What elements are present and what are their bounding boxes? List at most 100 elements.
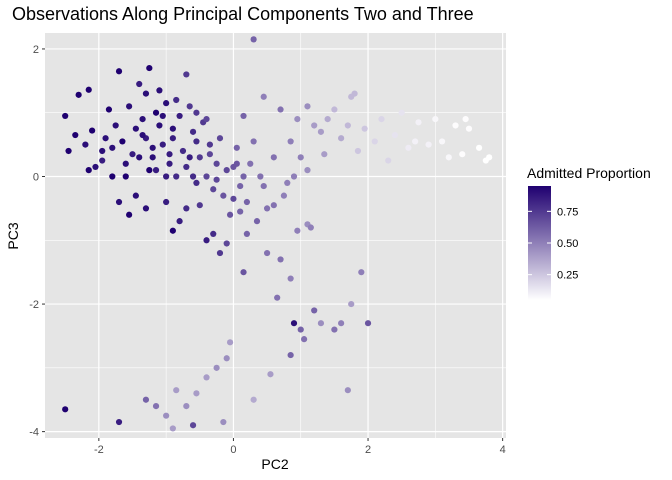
data-point bbox=[166, 151, 173, 158]
data-point bbox=[311, 122, 318, 129]
x-axis: -2 0 2 4 bbox=[94, 438, 506, 456]
data-point bbox=[445, 154, 452, 161]
data-point bbox=[163, 198, 170, 206]
data-point bbox=[166, 160, 173, 167]
data-point bbox=[354, 147, 362, 155]
data-point bbox=[257, 173, 264, 180]
data-point bbox=[196, 154, 203, 161]
data-point bbox=[176, 218, 183, 225]
data-point bbox=[223, 355, 230, 362]
data-point bbox=[270, 202, 277, 209]
data-point bbox=[163, 100, 170, 107]
data-point bbox=[297, 326, 304, 333]
data-point bbox=[112, 122, 119, 129]
legend-tick-label: 0.25 bbox=[557, 270, 578, 282]
data-point bbox=[240, 112, 247, 120]
data-point bbox=[338, 320, 345, 327]
data-point bbox=[99, 147, 106, 155]
x-tick-label: -2 bbox=[94, 444, 104, 456]
data-point bbox=[206, 141, 213, 148]
data-point bbox=[240, 173, 247, 180]
data-point bbox=[99, 157, 106, 164]
data-point bbox=[311, 307, 318, 314]
data-point bbox=[213, 160, 220, 167]
data-point bbox=[415, 119, 422, 126]
data-point bbox=[465, 125, 473, 132]
data-point bbox=[294, 116, 301, 123]
legend-tick-label: 0.75 bbox=[557, 206, 578, 218]
legend-ticks: 0.25 0.50 0.75 bbox=[528, 206, 578, 282]
data-point bbox=[247, 160, 254, 167]
data-point bbox=[290, 320, 298, 327]
x-tick-label: 0 bbox=[230, 444, 236, 456]
data-point bbox=[189, 173, 197, 180]
data-point bbox=[65, 147, 72, 155]
data-point bbox=[189, 128, 197, 135]
data-point bbox=[126, 103, 133, 110]
data-point bbox=[173, 96, 180, 104]
data-point bbox=[115, 418, 123, 426]
data-point bbox=[432, 116, 439, 123]
data-point bbox=[149, 144, 156, 151]
data-point bbox=[102, 135, 109, 142]
data-point bbox=[152, 403, 160, 410]
x-tick-label: 4 bbox=[500, 444, 506, 456]
data-point bbox=[398, 109, 405, 116]
data-point bbox=[193, 138, 200, 145]
data-point bbox=[331, 326, 338, 333]
legend-title: Admitted Proportion bbox=[527, 165, 651, 181]
data-point bbox=[280, 192, 288, 199]
data-point bbox=[146, 64, 153, 72]
data-point bbox=[230, 195, 237, 202]
data-point bbox=[344, 387, 351, 394]
data-point bbox=[146, 167, 153, 174]
data-point bbox=[139, 131, 146, 139]
data-point bbox=[122, 160, 129, 167]
data-point bbox=[163, 412, 170, 419]
data-point bbox=[156, 122, 163, 129]
data-point bbox=[115, 68, 123, 75]
data-point bbox=[270, 154, 277, 161]
data-point bbox=[486, 154, 493, 161]
legend-colorbar bbox=[528, 186, 551, 300]
data-point bbox=[233, 160, 240, 167]
data-point bbox=[142, 396, 150, 403]
data-point bbox=[183, 71, 190, 78]
data-point bbox=[385, 157, 392, 164]
data-point bbox=[210, 230, 217, 238]
data-point bbox=[304, 103, 311, 110]
data-point bbox=[301, 336, 308, 343]
data-point bbox=[193, 179, 200, 186]
data-point bbox=[213, 176, 220, 183]
data-point bbox=[438, 138, 446, 145]
data-point bbox=[163, 173, 170, 180]
data-point bbox=[284, 179, 291, 186]
data-point bbox=[287, 138, 294, 145]
data-point bbox=[173, 173, 180, 180]
data-point bbox=[226, 211, 234, 218]
grid-lines bbox=[45, 33, 506, 438]
data-point bbox=[203, 374, 210, 381]
data-point bbox=[173, 387, 180, 394]
data-point bbox=[274, 294, 281, 301]
data-point bbox=[85, 86, 92, 93]
data-point bbox=[136, 154, 143, 161]
data-point bbox=[253, 218, 261, 225]
data-point bbox=[412, 138, 419, 145]
data-point bbox=[475, 144, 483, 151]
data-point bbox=[122, 173, 129, 180]
data-point bbox=[159, 141, 166, 148]
data-point bbox=[152, 167, 160, 174]
data-point bbox=[62, 406, 69, 413]
data-point bbox=[72, 131, 79, 139]
data-point bbox=[452, 122, 459, 129]
points-layer bbox=[62, 36, 493, 432]
data-point bbox=[371, 138, 378, 145]
data-point bbox=[156, 87, 163, 94]
data-point bbox=[132, 125, 139, 132]
data-point bbox=[287, 351, 294, 359]
data-point bbox=[152, 109, 160, 116]
data-point bbox=[210, 186, 217, 193]
data-point bbox=[109, 144, 116, 151]
